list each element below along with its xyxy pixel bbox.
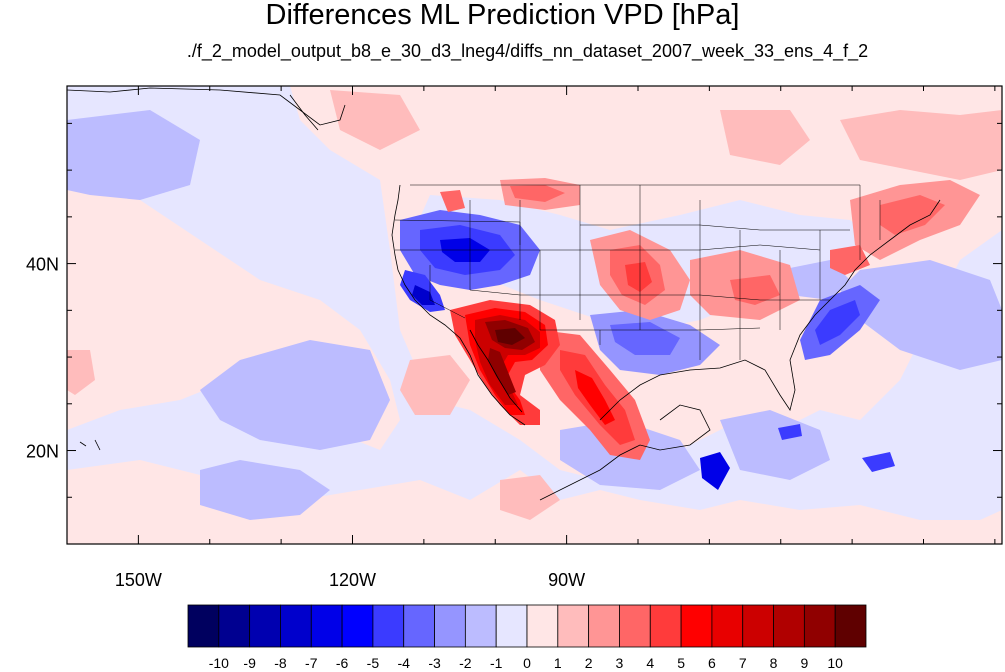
colorbar-label: -4 [398, 655, 411, 671]
colorbar-box [619, 604, 651, 648]
state-borders [394, 184, 881, 360]
map-title: Differences ML Prediction VPD [hPa] [265, 0, 740, 31]
axis-ticks [67, 86, 1002, 544]
colorbar-box [803, 604, 836, 648]
x-tick-label: 150W [115, 570, 162, 590]
map-subtitle: ./f_2_model_output_b8_e_30_d3_lneg4/diff… [186, 41, 869, 61]
colorbar-box [526, 604, 559, 648]
colorbar-label: 5 [677, 655, 685, 671]
colorbar-box [557, 604, 590, 648]
colorbar-label: 7 [739, 655, 747, 671]
colorbar-label: 8 [770, 655, 778, 671]
colorbar-box [372, 604, 405, 648]
colorbar-box [495, 604, 528, 648]
colorbar-label: -8 [274, 655, 287, 671]
colorbar-box [403, 604, 435, 648]
colorbar-label: 3 [616, 655, 624, 671]
colorbar-box [834, 604, 867, 648]
axis-labels: 150W 120W 90W 40N 20N [26, 255, 585, 590]
colorbar-box [464, 604, 497, 648]
colorbar-label: -9 [243, 655, 256, 671]
positive-anomaly-light [67, 90, 1002, 520]
plot-frame [66, 85, 1003, 545]
colorbar-box [434, 604, 466, 648]
colorbar-box [711, 604, 744, 648]
y-tick-label: 40N [26, 255, 59, 275]
colorbar-box [341, 604, 374, 648]
colorbar-box [249, 604, 281, 648]
colorbar-label: 9 [800, 655, 808, 671]
colorbar: -10 -9 -8 -7 -6 -5 -4 -3 -2 -1 0 1 2 3 4 5 6 7 8 9 10 [187, 604, 867, 671]
colorbar-box [218, 604, 251, 648]
colorbar-box [280, 604, 312, 648]
colorbar-label: 6 [708, 655, 716, 671]
colorbar-box [588, 604, 620, 648]
coastlines [67, 87, 941, 501]
colorbar-box [649, 604, 682, 648]
colorbar-label: 2 [585, 655, 593, 671]
colorbar-label: -3 [428, 655, 441, 671]
x-tick-label: 120W [329, 570, 376, 590]
colorbar-label: -1 [490, 655, 503, 671]
colorbar-box [310, 604, 343, 648]
colorbar-box [773, 604, 805, 648]
colorbar-label: -6 [336, 655, 349, 671]
colorbar-label: 4 [646, 655, 654, 671]
x-tick-label: 90W [548, 570, 585, 590]
positive-anomaly-gulf-of-california [450, 300, 560, 425]
colorbar-label: -10 [209, 655, 229, 671]
negative-anomaly-caribbean [700, 424, 895, 490]
colorbar-label: -7 [305, 655, 318, 671]
positive-anomaly-mexico [540, 330, 650, 460]
colorbar-label: 0 [523, 655, 531, 671]
colorbar-box [680, 604, 713, 648]
colorbar-label: -5 [367, 655, 380, 671]
colorbar-box [742, 604, 774, 648]
negative-anomaly-atlantic [800, 285, 880, 360]
colorbar-label: 1 [554, 655, 562, 671]
colorbar-label: 10 [827, 655, 843, 671]
y-tick-label: 20N [26, 442, 59, 462]
colorbar-box [187, 604, 220, 648]
positive-anomaly-new-england [830, 180, 980, 275]
colorbar-label: -2 [459, 655, 472, 671]
